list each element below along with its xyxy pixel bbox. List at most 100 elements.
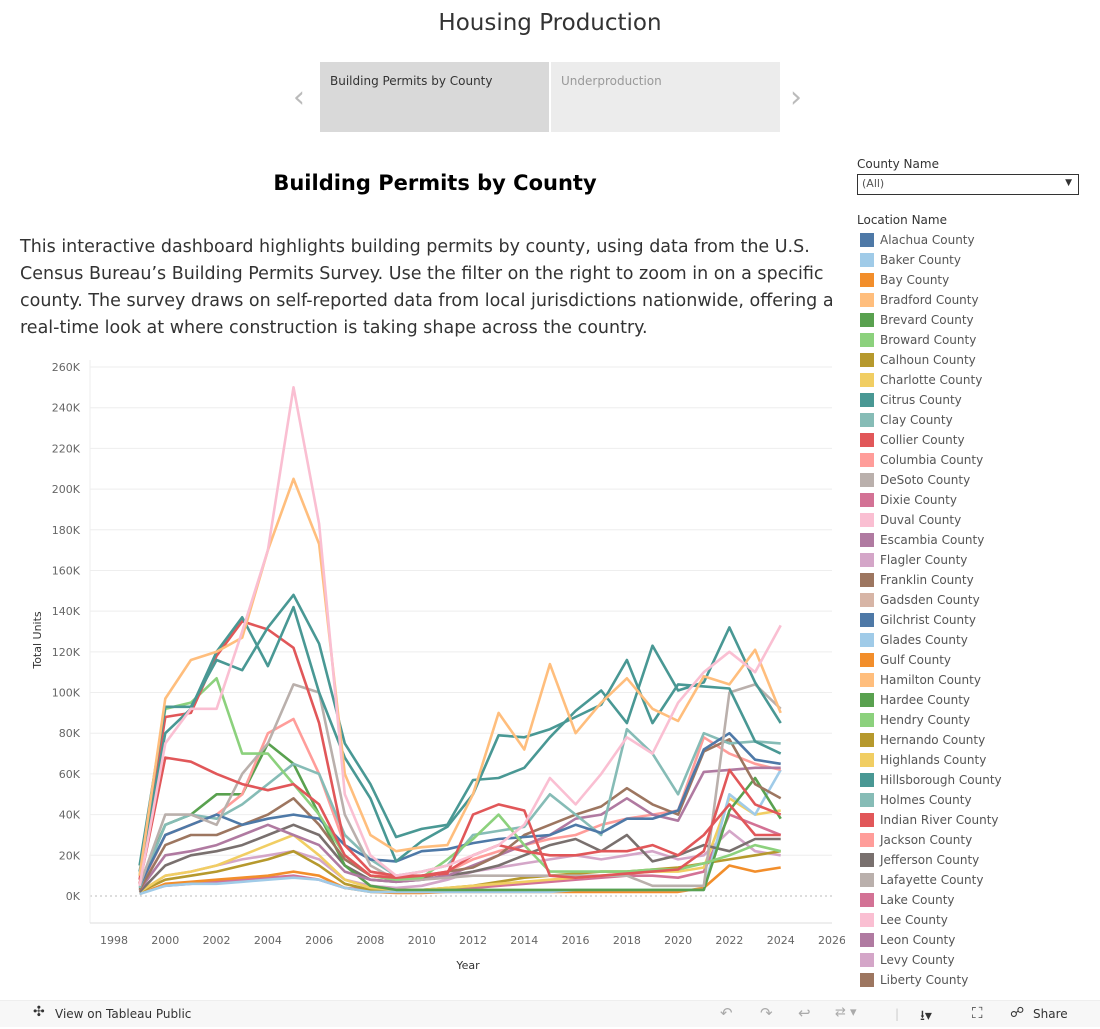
y-tick-label: 0K: [66, 890, 81, 903]
legend-item[interactable]: Calhoun County: [857, 350, 1082, 370]
legend-swatch: [860, 633, 874, 647]
legend-swatch: [860, 693, 874, 707]
legend-label: Bradford County: [880, 293, 979, 307]
legend-item[interactable]: Clay County: [857, 410, 1082, 430]
legend-swatch: [860, 373, 874, 387]
undo-icon[interactable]: ↶: [720, 1004, 733, 1022]
legend-swatch: [860, 733, 874, 747]
legend-item[interactable]: Holmes County: [857, 790, 1082, 810]
legend-item[interactable]: Charlotte County: [857, 370, 1082, 390]
county-filter-dropdown[interactable]: (All) ▼: [857, 174, 1079, 195]
legend-label: Charlotte County: [880, 373, 983, 387]
legend-swatch: [860, 293, 874, 307]
legend-item[interactable]: DeSoto County: [857, 470, 1082, 490]
legend-label: Levy County: [880, 953, 955, 967]
revert-icon[interactable]: ↩: [798, 1004, 811, 1022]
legend-item[interactable]: Lake County: [857, 890, 1082, 910]
x-tick-label: 2022: [715, 934, 743, 947]
legend-item[interactable]: Gulf County: [857, 650, 1082, 670]
legend-label: Gilchrist County: [880, 613, 976, 627]
legend-item[interactable]: Lee County: [857, 910, 1082, 930]
x-tick-label: 2024: [767, 934, 795, 947]
legend-item[interactable]: Leon County: [857, 930, 1082, 950]
legend-item[interactable]: Flagler County: [857, 550, 1082, 570]
legend-item[interactable]: Gilchrist County: [857, 610, 1082, 630]
legend-item[interactable]: Duval County: [857, 510, 1082, 530]
share-button[interactable]: Share: [1033, 1007, 1068, 1021]
y-axis-title: Total Units: [31, 611, 44, 670]
chevron-left-icon[interactable]: ‹: [293, 80, 305, 115]
legend-label: Glades County: [880, 633, 968, 647]
legend-item[interactable]: Indian River County: [857, 810, 1082, 830]
share-icon[interactable]: ☍: [1010, 1005, 1025, 1021]
legend-item[interactable]: Hendry County: [857, 710, 1082, 730]
legend-label: Bay County: [880, 273, 950, 287]
legend-item[interactable]: Highlands County: [857, 750, 1082, 770]
legend-item[interactable]: Franklin County: [857, 570, 1082, 590]
y-tick-label: 100K: [52, 687, 81, 700]
tableau-logo-icon[interactable]: ✣: [33, 1004, 45, 1020]
dashboard-story-title: Housing Production: [438, 10, 662, 36]
legend-swatch: [860, 433, 874, 447]
legend-item[interactable]: Hardee County: [857, 690, 1082, 710]
legend-label: Gadsden County: [880, 593, 980, 607]
legend-item[interactable]: Broward County: [857, 330, 1082, 350]
legend-label: Duval County: [880, 513, 962, 527]
y-tick-label: 220K: [52, 442, 81, 455]
legend-swatch: [860, 273, 874, 287]
series-line: [138, 605, 782, 872]
legend-item[interactable]: Alachua County: [857, 230, 1082, 250]
redo-icon[interactable]: ↷: [760, 1004, 773, 1022]
legend-title: Location Name: [857, 213, 947, 227]
y-tick-label: 200K: [52, 483, 81, 496]
legend-swatch: [860, 353, 874, 367]
chevron-right-icon[interactable]: ›: [790, 80, 802, 115]
fullscreen-icon[interactable]: ⛶: [972, 1004, 983, 1022]
legend-swatch: [860, 493, 874, 507]
tableau-toolbar: ✣ View on Tableau Public ↶ ↷ ↩ ⇄ ▾ | ⭳▾ …: [0, 1000, 1100, 1027]
legend-item[interactable]: Hamilton County: [857, 670, 1082, 690]
legend-item[interactable]: Jefferson County: [857, 850, 1082, 870]
legend-swatch: [860, 973, 874, 987]
legend-label: Lake County: [880, 893, 955, 907]
legend-label: Hendry County: [880, 713, 971, 727]
download-icon[interactable]: ⭳▾: [920, 1008, 932, 1024]
legend-item[interactable]: Gadsden County: [857, 590, 1082, 610]
legend-label: Calhoun County: [880, 353, 976, 367]
legend-item[interactable]: Collier County: [857, 430, 1082, 450]
legend-item[interactable]: Brevard County: [857, 310, 1082, 330]
legend-item[interactable]: Dixie County: [857, 490, 1082, 510]
x-tick-label: 2020: [664, 934, 692, 947]
legend-item[interactable]: Hillsborough County: [857, 770, 1082, 790]
legend-swatch: [860, 933, 874, 947]
tab-underproduction[interactable]: Underproduction: [551, 62, 780, 132]
toolbar-divider: |: [895, 1007, 900, 1021]
x-tick-label: 2002: [203, 934, 231, 947]
series-line: [138, 619, 781, 880]
legend-item[interactable]: Bradford County: [857, 290, 1082, 310]
y-tick-label: 180K: [52, 524, 81, 537]
legend-item[interactable]: Baker County: [857, 250, 1082, 270]
legend-item[interactable]: Liberty County: [857, 970, 1082, 990]
legend-item[interactable]: Lafayette County: [857, 870, 1082, 890]
legend-swatch: [860, 813, 874, 827]
legend-item[interactable]: Bay County: [857, 270, 1082, 290]
legend-item[interactable]: Columbia County: [857, 450, 1082, 470]
legend-item[interactable]: Glades County: [857, 630, 1082, 650]
series-line: [138, 683, 782, 888]
view-on-tableau-public-link[interactable]: View on Tableau Public: [55, 1007, 192, 1021]
tab-building-permits[interactable]: Building Permits by County: [320, 62, 549, 132]
y-tick-label: 260K: [52, 361, 81, 374]
legend-label: Gulf County: [880, 653, 952, 667]
legend-label: Clay County: [880, 413, 953, 427]
legend-item[interactable]: Jackson County: [857, 830, 1082, 850]
refresh-icon[interactable]: ⇄ ▾: [835, 1005, 857, 1020]
legend-item[interactable]: Citrus County: [857, 390, 1082, 410]
legend-swatch: [860, 233, 874, 247]
legend-item[interactable]: Levy County: [857, 950, 1082, 970]
legend-item[interactable]: Escambia County: [857, 530, 1082, 550]
x-tick-label: 1998: [100, 934, 128, 947]
series-line: [138, 385, 782, 887]
color-legend[interactable]: Alachua County Baker County Bay County Brad…: [857, 230, 1082, 1000]
legend-item[interactable]: Hernando County: [857, 730, 1082, 750]
